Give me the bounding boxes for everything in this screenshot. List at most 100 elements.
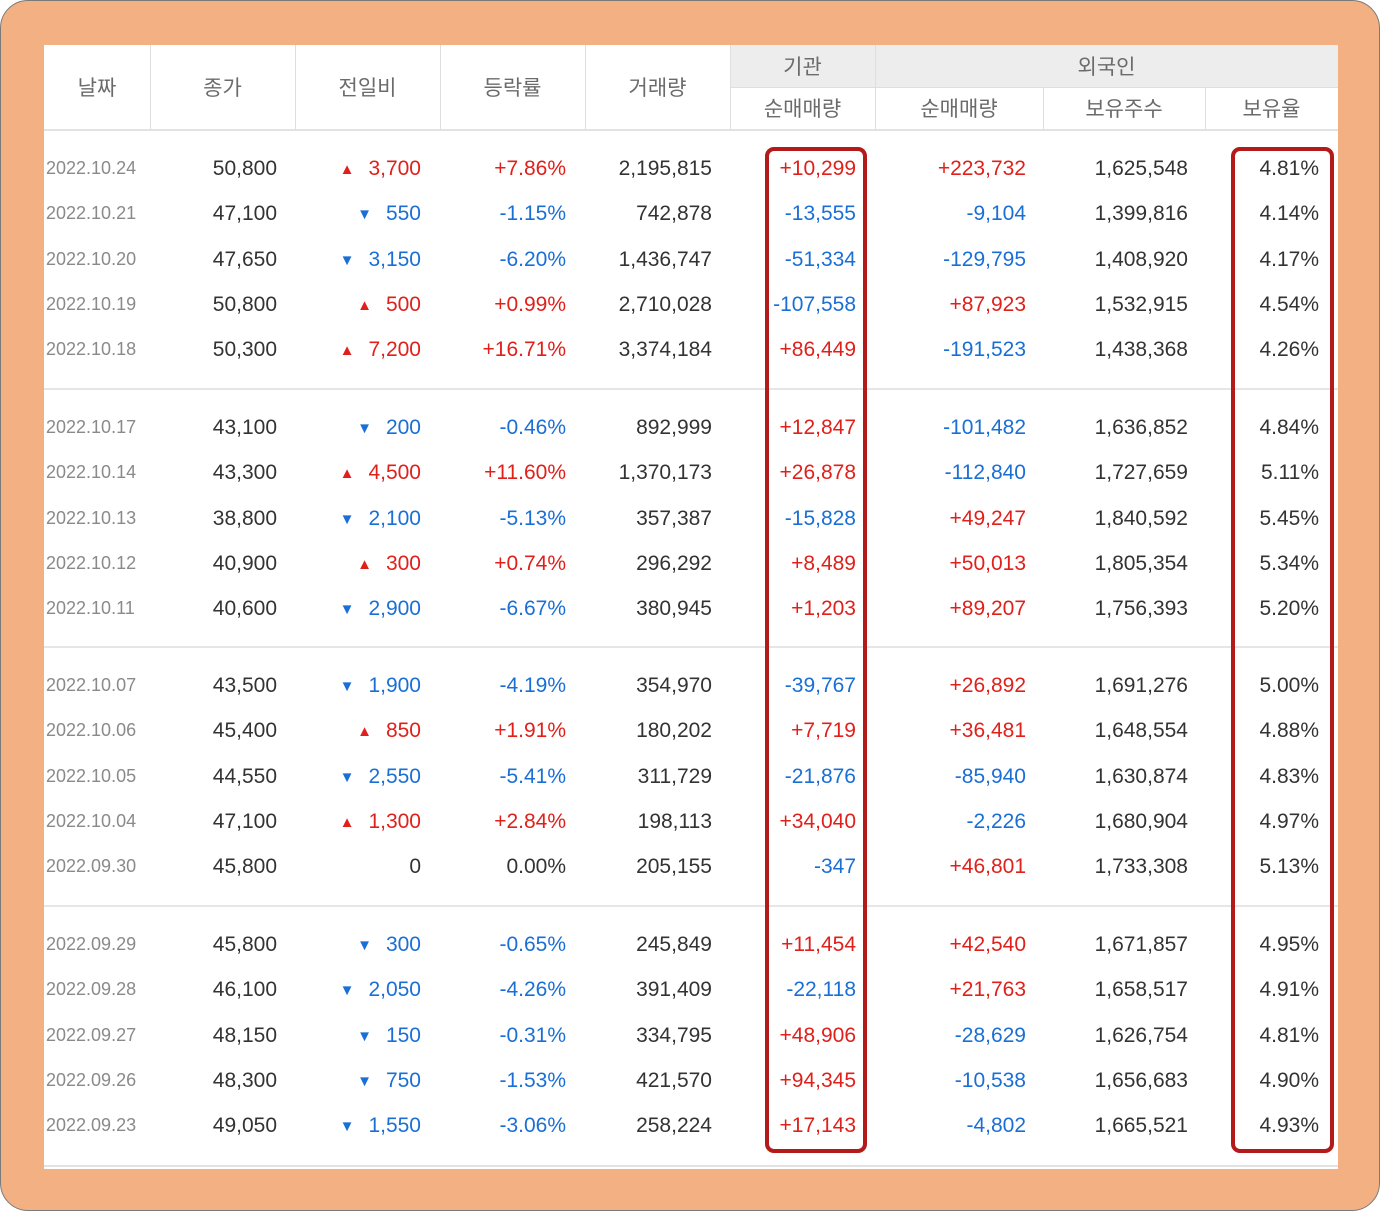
cell-rate: -0.65% [499,933,566,956]
cell-foreign-net: +46,801 [949,855,1027,879]
group-separator [44,905,1338,907]
cell-foreign-shares: 1,656,683 [1094,1068,1188,1092]
cell-date: 2022.09.29 [46,934,137,954]
table-row: 2022.09.30 45,800 0 0.00% 205,155 -347 +46,801… [44,844,1338,889]
cell-date: 2022.10.11 [46,598,135,619]
cell-date: 2022.10.14 [46,462,137,483]
cell-close: 46,100 [212,978,277,1002]
cell-institution-net: -347 [813,855,856,879]
triangle-down-icon: ▼ [357,420,372,437]
cell-change: ▼ 2,050 [295,967,421,1012]
cell-volume: 3,374,184 [618,338,712,362]
cell-foreign-ratio: 4.17% [1259,247,1319,271]
cell-volume: 892,999 [636,416,712,439]
change-value: 850 [385,719,421,743]
table-row: 2022.09.23 49,050 ▼ 1,550 -3.06% 258,224 +17,1… [44,1103,1338,1148]
cell-volume: 198,113 [637,809,712,833]
cell-rate: +16.71% [482,338,567,362]
change-value: 1,300 [368,809,421,833]
cell-rate: -4.26% [499,978,566,1002]
cell-volume: 258,224 [636,1114,712,1138]
cell-change: ▼ 3,150 [295,237,421,282]
cell-foreign-shares: 1,648,554 [1094,719,1188,743]
cell-change: ▼ 1,550 [295,1103,421,1148]
cell-foreign-net: -10,538 [954,1068,1026,1092]
table-bottom-border [44,1165,1338,1167]
cell-foreign-shares: 1,636,852 [1094,416,1188,439]
header-foreign-net: 순매매량 [875,87,1043,129]
group-separator [44,646,1338,648]
cell-foreign-net: -129,795 [943,247,1026,271]
cell-foreign-ratio: 4.90% [1259,1068,1319,1092]
cell-date: 2022.09.28 [46,979,137,1000]
header-change: 전일비 [295,45,440,129]
cell-foreign-net: -4,802 [966,1114,1026,1138]
cell-rate: -1.53% [499,1068,566,1092]
cell-volume: 296,292 [636,551,712,575]
header-close: 종가 [150,45,295,129]
cell-rate: -1.15% [499,202,566,226]
cell-close: 38,800 [212,506,277,530]
cell-institution-net: -51,334 [784,247,856,271]
table-row: 2022.10.05 44,550 ▼ 2,550 -5.41% 311,729 -21,8… [44,754,1338,799]
cell-foreign-ratio: 5.45% [1259,506,1319,530]
cell-volume: 2,195,815 [618,157,712,180]
cell-institution-net: -107,558 [773,292,856,316]
cell-foreign-ratio: 5.11% [1261,461,1319,485]
cell-rate: -6.67% [499,597,566,621]
cell-institution-net: +34,040 [779,809,857,833]
cell-institution-net: +17,143 [779,1114,857,1138]
header-divider [440,45,441,129]
cell-close: 45,800 [212,855,277,879]
table-row: 2022.10.11 40,600 ▼ 2,900 -6.67% 380,945 +1,20… [44,586,1338,631]
cell-foreign-ratio: 4.88% [1259,719,1319,743]
cell-institution-net: +12,847 [779,416,857,439]
change-value: 3,700 [368,157,421,180]
cell-date: 2022.10.12 [46,552,137,573]
triangle-down-icon: ▼ [357,1027,372,1045]
cell-foreign-shares: 1,671,857 [1094,933,1188,956]
cell-institution-net: -15,828 [784,506,856,530]
cell-change: ▼ 550 [295,191,421,236]
change-value: 150 [385,1023,421,1047]
cell-close: 48,150 [212,1023,277,1047]
cell-foreign-shares: 1,805,354 [1094,551,1188,575]
cell-foreign-net: +21,763 [949,978,1027,1002]
cell-change: ▲ 500 [295,282,421,327]
cell-rate: -3.06% [499,1114,566,1138]
header-rate: 등락률 [440,45,585,129]
cell-institution-net: +11,454 [781,933,856,956]
cell-change: ▼ 150 [295,1013,421,1058]
cell-close: 40,600 [212,597,277,621]
cell-close: 43,100 [212,416,277,439]
cell-foreign-shares: 1,626,754 [1094,1023,1188,1047]
cell-foreign-ratio: 4.93% [1259,1114,1319,1138]
cell-change: ▼ 750 [295,1058,421,1103]
cell-foreign-shares: 1,658,517 [1094,978,1188,1002]
cell-institution-net: +7,719 [791,719,856,743]
table-row: 2022.10.18 50,300 ▲ 7,200 +16.71% 3,374,184 +8… [44,327,1338,372]
cell-foreign-shares: 1,665,521 [1094,1114,1188,1138]
change-value: 7,200 [368,338,421,362]
cell-rate: -5.13% [499,506,566,530]
cell-change: ▼ 300 [295,922,421,967]
header-foreign: 외국인 [875,45,1338,87]
cell-foreign-shares: 1,438,368 [1094,338,1188,362]
cell-foreign-net: -85,940 [954,764,1026,788]
cell-foreign-net: -101,482 [943,416,1026,439]
cell-institution-net: +26,878 [779,461,857,485]
cell-change: ▲ 3,700 [295,146,421,191]
triangle-down-icon: ▼ [339,768,355,786]
cell-foreign-ratio: 4.14% [1259,202,1319,226]
cell-foreign-shares: 1,756,393 [1094,597,1188,621]
cell-volume: 391,409 [636,978,712,1002]
cell-volume: 421,570 [636,1068,712,1092]
cell-date: 2022.10.18 [46,339,137,360]
table-row: 2022.10.07 43,500 ▼ 1,900 -4.19% 354,970 -39,7… [44,663,1338,708]
cell-rate: +7.86% [494,157,566,180]
cell-change: ▼ 2,900 [295,586,421,631]
group-separator [44,388,1338,390]
cell-close: 47,100 [212,809,277,833]
table-row: 2022.09.27 48,150 ▼ 150 -0.31% 334,795 +48,906… [44,1013,1338,1058]
cell-foreign-ratio: 4.84% [1259,416,1319,439]
